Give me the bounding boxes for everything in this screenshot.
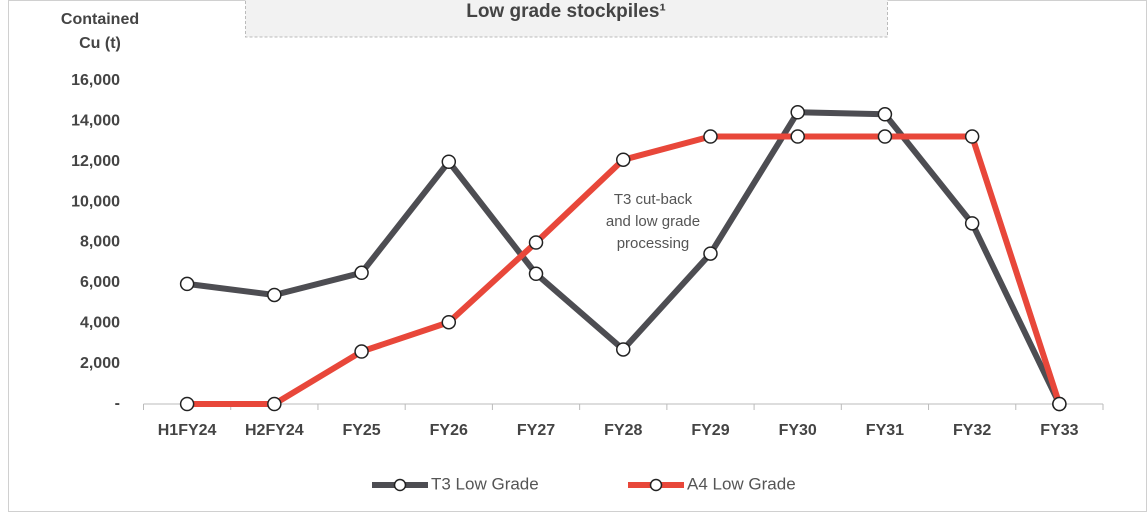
y-tick-label: - xyxy=(115,395,120,412)
point xyxy=(354,344,369,359)
point xyxy=(877,107,893,122)
point xyxy=(528,235,544,250)
point xyxy=(1052,396,1067,412)
legend-label: T3 Low Grade xyxy=(431,474,539,493)
x-tick-label: H1FY24 xyxy=(158,422,217,439)
title-box xyxy=(245,0,888,38)
point xyxy=(790,105,805,120)
point xyxy=(441,154,457,169)
y-axis-label: Cu (t) xyxy=(79,35,121,52)
x-tick-label: H2FY24 xyxy=(245,422,304,439)
y-tick-label: 2,000 xyxy=(80,355,120,372)
y-tick-label: 6,000 xyxy=(80,274,120,291)
x-tick-label: FY29 xyxy=(691,422,729,439)
x-tick-label: FY27 xyxy=(517,422,555,439)
x-tick-label: FY33 xyxy=(1040,422,1078,439)
x-tick-label: FY31 xyxy=(866,422,904,439)
y-tick-label: 12,000 xyxy=(71,153,120,170)
legend-marker xyxy=(649,478,663,492)
annotation: and low grade xyxy=(606,213,700,230)
point xyxy=(964,129,980,144)
legend-marker xyxy=(393,478,407,492)
point xyxy=(267,287,282,303)
point xyxy=(790,129,805,144)
point xyxy=(877,129,893,144)
point xyxy=(528,266,544,282)
chart-title: Low grade stockpiles¹ xyxy=(466,1,666,22)
series-line xyxy=(187,133,1063,407)
point xyxy=(703,246,718,261)
x-tick-label: FY25 xyxy=(342,422,380,439)
y-tick-label: 4,000 xyxy=(80,314,120,331)
x-tick-label: FY28 xyxy=(604,422,642,439)
point xyxy=(703,129,718,144)
x-tick-label: FY30 xyxy=(779,422,817,439)
point xyxy=(267,396,282,412)
y-tick-label: 10,000 xyxy=(71,193,120,210)
y-tick-label: 16,000 xyxy=(71,72,120,89)
point xyxy=(616,342,631,357)
legend-label: A4 Low Grade xyxy=(687,474,796,493)
point xyxy=(179,396,195,412)
point xyxy=(354,265,369,281)
point xyxy=(616,152,631,167)
x-tick-label: FY32 xyxy=(953,422,991,439)
x-tick-label: FY26 xyxy=(430,422,468,439)
annotation: processing xyxy=(617,235,690,252)
point xyxy=(179,276,195,292)
y-tick-label: 14,000 xyxy=(71,113,120,130)
y-tick-label: 8,000 xyxy=(80,234,120,251)
annotation: T3 cut-back xyxy=(614,191,693,208)
point xyxy=(964,216,980,231)
y-axis-label: Contained xyxy=(61,11,139,28)
point xyxy=(441,314,457,330)
